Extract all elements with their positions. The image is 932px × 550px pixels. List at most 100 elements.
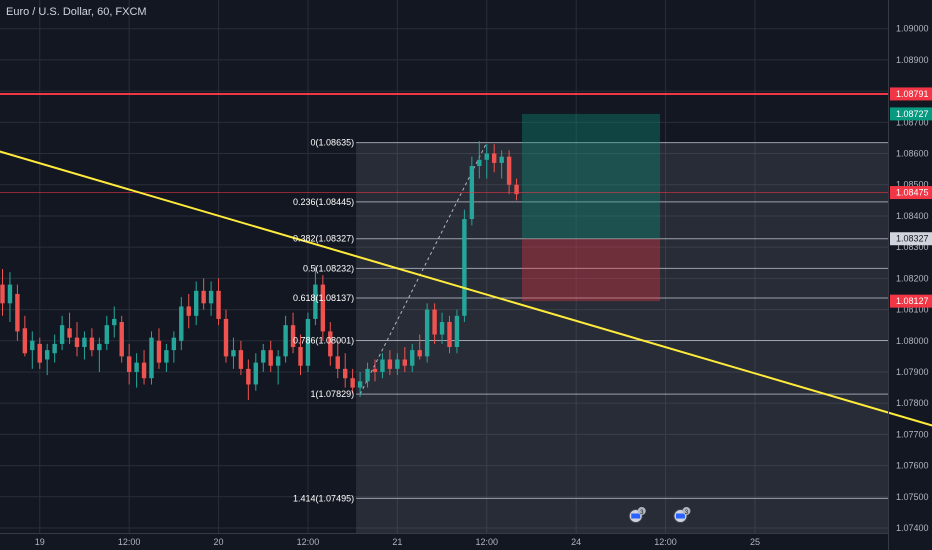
stop-price-tag-bg <box>890 294 932 308</box>
fib-trend-line <box>359 142 488 395</box>
candle <box>22 315 28 357</box>
candle <box>268 340 273 372</box>
candle-body <box>52 343 57 354</box>
candle <box>290 312 296 354</box>
target-price-tag-bg <box>890 107 932 121</box>
fib-level-label: 0(1.08635) <box>311 138 355 148</box>
candle-body <box>112 318 117 326</box>
candle <box>223 309 229 363</box>
candle <box>395 353 400 376</box>
flag-stripe <box>631 513 641 519</box>
fib-level-label: 0.786(1.08001) <box>293 335 354 345</box>
long-position-tool[interactable] <box>522 113 661 302</box>
candle-body <box>194 290 199 316</box>
candle <box>89 328 95 357</box>
event-count: 3 <box>685 510 689 516</box>
candle <box>74 322 80 357</box>
candle <box>0 269 5 316</box>
candle-body <box>432 309 437 335</box>
candle-body <box>30 340 35 351</box>
candle <box>305 312 311 372</box>
candle <box>499 150 504 179</box>
candle-body <box>253 362 258 385</box>
calendar-event-marker[interactable]: 3 <box>673 507 691 523</box>
fib-retracement[interactable] <box>356 142 889 533</box>
candle-body <box>261 350 266 363</box>
candle <box>484 144 489 179</box>
calendar-event-marker[interactable]: 3 <box>628 507 646 523</box>
candle <box>186 293 191 329</box>
price-tick-label: 1.08100 <box>896 305 929 315</box>
price-tick-label: 1.08900 <box>896 55 929 65</box>
candle <box>246 359 251 401</box>
fib-level-label: 0.618(1.08137) <box>293 293 354 303</box>
time-tick-label: 25 <box>750 537 760 547</box>
candle-body <box>357 381 363 388</box>
candle-body <box>343 368 348 379</box>
symbol-title[interactable]: Euro / U.S. Dollar, 60, FXCM <box>6 6 147 18</box>
candle-body <box>216 290 221 319</box>
price-tick-label: 1.08600 <box>896 149 929 159</box>
candle-body <box>372 368 378 372</box>
event-count-badge <box>637 507 646 515</box>
trend-line[interactable] <box>0 146 932 439</box>
flag-stripe <box>675 513 685 519</box>
price-tick-label: 1.08300 <box>896 242 929 252</box>
candle-body <box>201 290 206 304</box>
candle <box>447 315 452 354</box>
candle <box>201 278 206 310</box>
candle <box>253 353 258 391</box>
candle-body <box>439 322 445 335</box>
candle-body <box>290 325 296 348</box>
candle-body <box>410 350 415 366</box>
time-tick-label: 20 <box>214 537 224 547</box>
candle <box>216 278 221 326</box>
candle-body <box>104 325 109 344</box>
current-price-tag: 1.08475 <box>896 188 929 198</box>
candle <box>417 334 422 360</box>
candle-body <box>313 284 318 319</box>
current-price-tag-bg <box>890 186 932 200</box>
candle <box>149 331 154 385</box>
resistance-price-tag-bg <box>890 87 932 101</box>
time-tick-label: 19 <box>35 537 45 547</box>
candle <box>238 340 244 376</box>
candle <box>343 353 348 388</box>
time-axis[interactable]: 19 12:00 20 12:00 21 12:00 24 12:00 25 <box>35 537 760 547</box>
candle <box>320 275 326 341</box>
stop-zone <box>522 238 661 302</box>
candle-body <box>22 328 28 354</box>
candle-body <box>238 350 244 369</box>
drawing-lines[interactable] <box>0 92 932 439</box>
candle <box>283 315 288 363</box>
fib-labels: 0(1.08635) 0.236(1.08445) 0.382(1.08327) 0.… <box>293 138 354 504</box>
candle <box>335 340 340 379</box>
candle-body <box>246 368 251 385</box>
candle-body <box>82 337 87 348</box>
candle <box>126 343 132 385</box>
candle <box>313 265 318 326</box>
fib-level-label: 1(1.07829) <box>311 389 355 399</box>
candle-body <box>179 306 184 341</box>
candle <box>275 350 281 385</box>
candle-body <box>424 309 430 357</box>
candle-body <box>335 356 340 369</box>
candle <box>171 331 177 363</box>
candle-body <box>447 322 452 348</box>
price-tick-label: 1.09000 <box>896 24 929 34</box>
candle-body <box>462 219 467 316</box>
candle-body <box>74 337 80 348</box>
candle <box>514 178 519 201</box>
candle-body <box>208 290 214 304</box>
candle <box>134 353 139 388</box>
fib-level-label: 0.236(1.08445) <box>293 197 354 207</box>
candle <box>156 328 162 369</box>
candle <box>454 309 460 354</box>
resistance-price-tag: 1.08791 <box>896 89 929 99</box>
candle-body <box>454 315 460 348</box>
candle <box>231 337 236 369</box>
price-tags: 1.08791 1.08727 1.08475 1.08327 1.08127 <box>890 87 932 308</box>
candle <box>30 331 35 369</box>
